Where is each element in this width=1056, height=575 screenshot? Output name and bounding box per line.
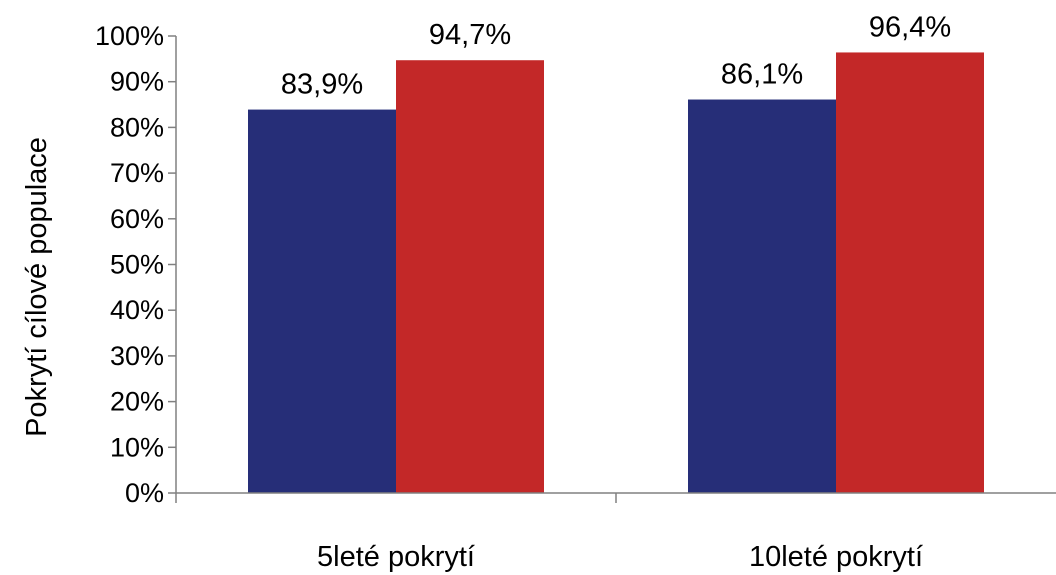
data-label: 83,9% — [281, 69, 363, 101]
y-tick-label: 90% — [110, 67, 164, 97]
x-axis: 5leté pokrytí 10leté pokrytí — [175, 493, 923, 573]
y-tick-label: 0% — [125, 478, 164, 508]
y-axis: 0% 10% 20% 30% 40% 50% 60% 70% 80% 90% 100% — [95, 21, 176, 508]
bar-1-1 — [248, 109, 396, 494]
y-tick-label: 70% — [110, 158, 164, 188]
y-tick-label: 30% — [110, 341, 164, 371]
category-label: 5leté pokrytí — [317, 541, 475, 573]
data-labels: 83,9% 94,7% 86,1% 96,4% — [281, 11, 951, 100]
y-axis-title: Pokrytí cílové populace — [21, 137, 53, 437]
data-label: 94,7% — [429, 19, 511, 51]
y-tick-label: 80% — [110, 112, 164, 142]
bar-2-2 — [836, 52, 984, 494]
data-label: 96,4% — [869, 11, 951, 43]
bar-1-2 — [396, 60, 544, 493]
bars — [248, 52, 984, 494]
category-label: 10leté pokrytí — [749, 541, 923, 573]
bar-2-1 — [688, 99, 836, 493]
y-tick-label: 40% — [110, 295, 164, 325]
y-tick-label: 50% — [110, 250, 164, 280]
y-tick-label: 10% — [110, 432, 164, 462]
data-label: 86,1% — [721, 59, 803, 91]
y-tick-label: 60% — [110, 204, 164, 234]
y-tick-label: 100% — [95, 21, 164, 51]
y-tick-label: 20% — [110, 387, 164, 417]
